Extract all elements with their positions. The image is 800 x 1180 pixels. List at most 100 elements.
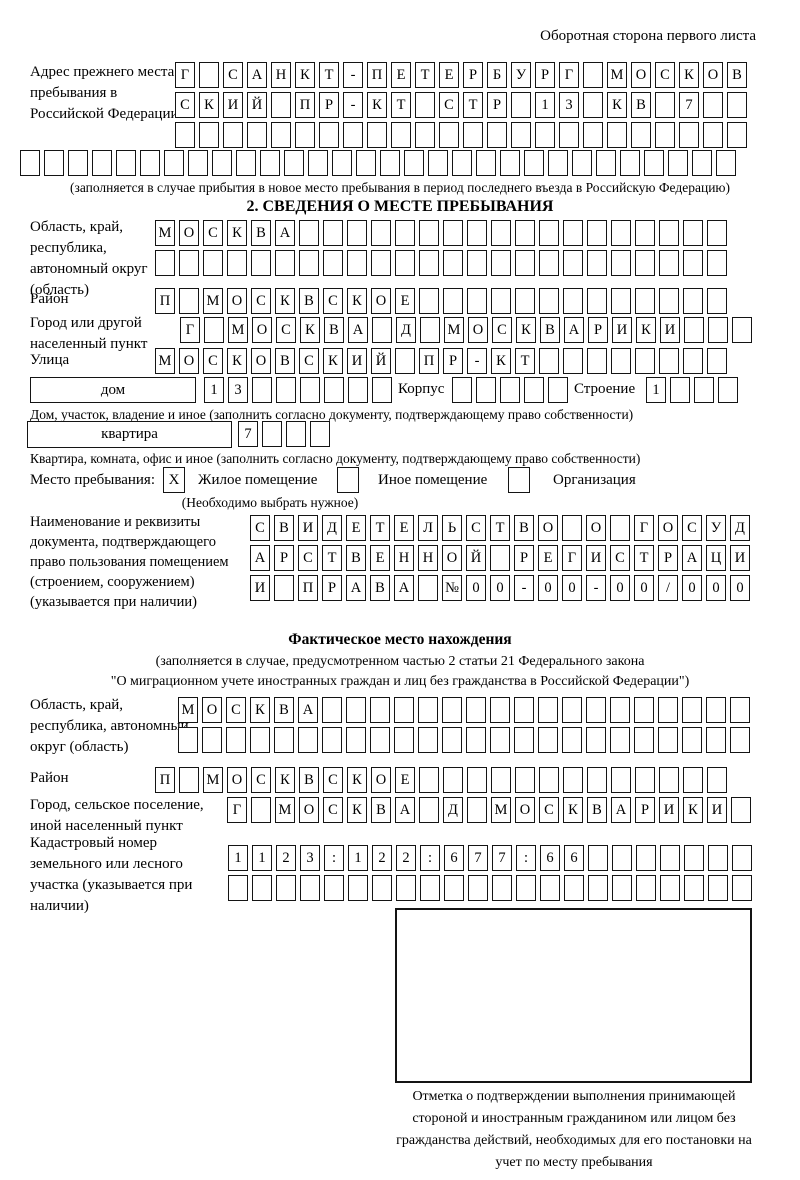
char-cell	[251, 250, 271, 276]
char-cell	[708, 875, 728, 901]
char-cell: К	[491, 348, 511, 374]
char-cell	[572, 150, 592, 176]
char-cell: Е	[394, 515, 414, 541]
char-cell: К	[250, 697, 270, 723]
char-cell: 1	[204, 377, 224, 403]
char-cell: 7	[238, 421, 258, 447]
char-cell	[708, 845, 728, 871]
char-cell: 6	[444, 845, 464, 871]
char-cell: О	[179, 348, 199, 374]
char-cell: О	[299, 797, 319, 823]
char-cell	[634, 727, 654, 753]
char-cell	[442, 697, 462, 723]
char-cell: 6	[540, 845, 560, 871]
char-cell	[343, 122, 363, 148]
char-cell	[175, 122, 195, 148]
char-cell: П	[419, 348, 439, 374]
char-cell	[452, 150, 472, 176]
char-cell	[514, 697, 534, 723]
char-cell	[694, 377, 714, 403]
char-cell: Н	[418, 545, 438, 571]
char-cell	[116, 150, 136, 176]
char-cell	[262, 421, 282, 447]
char-cell	[346, 727, 366, 753]
char-cell	[250, 727, 270, 753]
char-cell	[670, 377, 690, 403]
char-cell	[731, 797, 751, 823]
char-cell: А	[346, 575, 366, 601]
char-cell: К	[607, 92, 627, 118]
char-cell: А	[682, 545, 702, 571]
char-cell: М	[203, 767, 223, 793]
char-cell: С	[226, 697, 246, 723]
char-cell	[635, 250, 655, 276]
char-cell	[419, 288, 439, 314]
char-cell: 7	[679, 92, 699, 118]
char-cell: С	[223, 62, 243, 88]
char-cell	[202, 727, 222, 753]
char-cell	[370, 697, 390, 723]
char-cell	[443, 288, 463, 314]
char-cell	[515, 250, 535, 276]
char-cell	[418, 575, 438, 601]
char-cell: К	[199, 92, 219, 118]
char-cell: Д	[322, 515, 342, 541]
char-cell	[703, 122, 723, 148]
char-cell	[535, 122, 555, 148]
char-cell: Т	[415, 62, 435, 88]
char-cell	[204, 317, 224, 343]
char-cell	[516, 875, 536, 901]
char-cell	[515, 767, 535, 793]
char-cell	[491, 220, 511, 246]
char-cell: В	[587, 797, 607, 823]
char-cell	[44, 150, 64, 176]
char-cell	[395, 250, 415, 276]
char-cell	[467, 288, 487, 314]
char-cell	[587, 220, 607, 246]
char-cell	[371, 220, 391, 246]
char-cell	[347, 220, 367, 246]
char-cell: Е	[346, 515, 366, 541]
char-cell: О	[515, 797, 535, 823]
char-cell: В	[274, 515, 294, 541]
stroenie-label: Строение	[574, 381, 636, 397]
char-cell	[563, 288, 583, 314]
back-side-note: Оборотная сторона первого листа	[540, 28, 756, 44]
char-cell: М	[155, 348, 175, 374]
char-cell: М	[228, 317, 248, 343]
char-cell	[539, 348, 559, 374]
stamp-note: Отметка о подтверждении выполнения прини…	[396, 1089, 752, 1170]
char-cell	[607, 122, 627, 148]
char-cell: Е	[370, 545, 390, 571]
char-cell: Й	[247, 92, 267, 118]
char-cell: У	[511, 62, 531, 88]
char-cell	[611, 250, 631, 276]
char-cell	[683, 348, 703, 374]
char-cell	[348, 377, 368, 403]
char-cell	[415, 92, 435, 118]
char-cell	[583, 92, 603, 118]
char-cell: Г	[562, 545, 582, 571]
char-cell: С	[323, 767, 343, 793]
char-cell: Р	[443, 348, 463, 374]
char-cell	[727, 92, 747, 118]
char-cell: А	[394, 575, 414, 601]
char-cell	[610, 697, 630, 723]
char-cell	[476, 150, 496, 176]
char-cell: С	[323, 797, 343, 823]
char-cell	[418, 727, 438, 753]
char-cell	[562, 515, 582, 541]
char-cell: 2	[396, 845, 416, 871]
char-cell	[298, 727, 318, 753]
section2-title: 2. СВЕДЕНИЯ О МЕСТЕ ПРЕБЫВАНИЯ	[246, 198, 554, 215]
char-cell	[323, 220, 343, 246]
char-cell	[227, 250, 247, 276]
char-cell	[467, 767, 487, 793]
char-cell	[442, 727, 462, 753]
char-cell	[491, 288, 511, 314]
char-cell	[300, 875, 320, 901]
char-cell: И	[707, 797, 727, 823]
